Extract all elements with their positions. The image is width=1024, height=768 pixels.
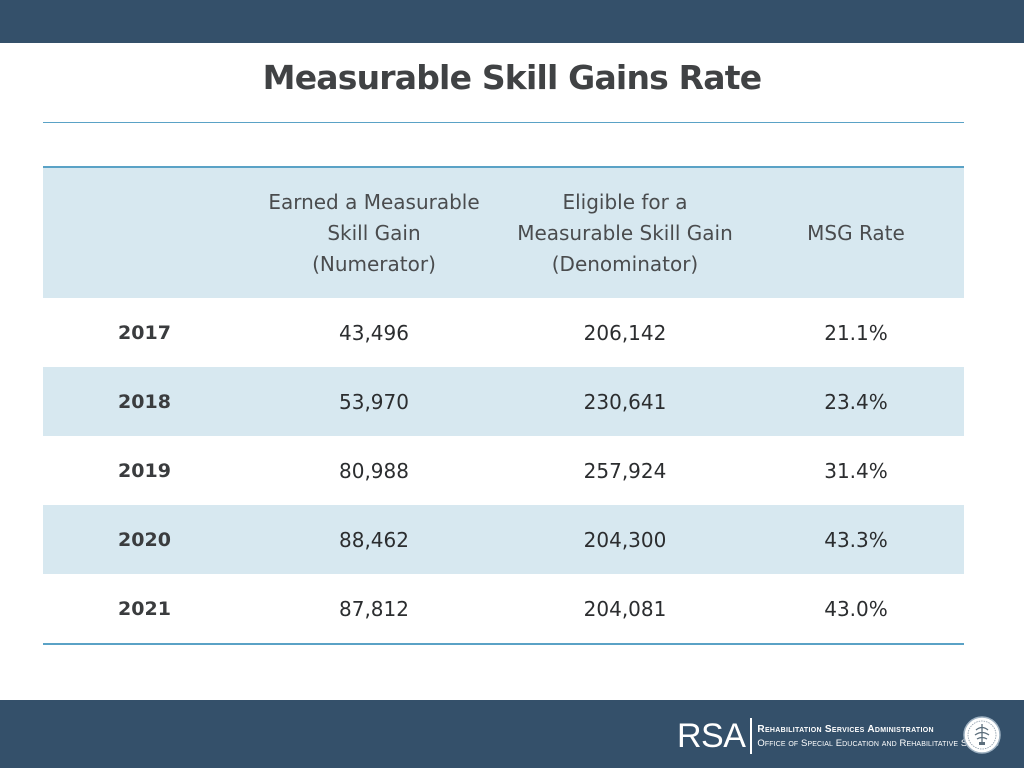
row-numerator: 87,812 bbox=[339, 596, 409, 621]
row-year: 2018 bbox=[118, 390, 171, 413]
footer-banner: RSA Rehabilitation Services Administrati… bbox=[0, 700, 1024, 768]
header-cell-rate: MSG Rate bbox=[748, 168, 964, 298]
row-rate: 21.1% bbox=[824, 320, 888, 345]
office-name: Office of Special Education and Rehabili… bbox=[757, 737, 999, 749]
table-header-row: Earned a Measurable Skill Gain (Numerato… bbox=[43, 168, 964, 298]
rsa-logo: RSA Rehabilitation Services Administrati… bbox=[677, 716, 999, 756]
table-row: 2017 43,496 206,142 21.1% bbox=[43, 298, 964, 367]
agency-name: Rehabilitation Services Administration bbox=[757, 723, 934, 735]
row-numerator: 43,496 bbox=[339, 320, 409, 345]
msg-rate-table: Earned a Measurable Skill Gain (Numerato… bbox=[43, 166, 964, 645]
table-row: 2018 53,970 230,641 23.4% bbox=[43, 367, 964, 436]
row-rate: 23.4% bbox=[824, 389, 888, 414]
row-rate: 43.3% bbox=[824, 527, 888, 552]
title-divider bbox=[43, 122, 964, 123]
row-rate: 31.4% bbox=[824, 458, 888, 483]
row-year: 2020 bbox=[118, 528, 171, 551]
top-banner bbox=[0, 0, 1024, 43]
row-rate: 43.0% bbox=[824, 596, 888, 621]
row-denominator: 204,300 bbox=[583, 527, 667, 552]
header-label-rate: MSG Rate bbox=[807, 220, 905, 245]
table-row: 2020 88,462 204,300 43.3% bbox=[43, 505, 964, 574]
row-numerator: 80,988 bbox=[339, 458, 409, 483]
row-denominator: 204,081 bbox=[583, 596, 667, 621]
table-top-divider bbox=[43, 166, 964, 168]
slide-title: Measurable Skill Gains Rate bbox=[262, 58, 762, 97]
row-year: 2019 bbox=[118, 459, 171, 482]
row-denominator: 230,641 bbox=[583, 389, 667, 414]
header-label-numerator: Earned a Measurable Skill Gain (Numerato… bbox=[268, 189, 480, 276]
table-bottom-divider bbox=[43, 643, 964, 645]
header-cell-numerator: Earned a Measurable Skill Gain (Numerato… bbox=[246, 168, 502, 298]
logo-divider bbox=[750, 718, 753, 754]
logo-text: Rehabilitation Services Administration O… bbox=[757, 723, 998, 750]
header-label-denominator: Eligible for a Measurable Skill Gain (De… bbox=[517, 189, 733, 276]
row-denominator: 206,142 bbox=[583, 320, 667, 345]
row-numerator: 88,462 bbox=[339, 527, 409, 552]
header-cell-year bbox=[43, 168, 246, 298]
header-cell-denominator: Eligible for a Measurable Skill Gain (De… bbox=[502, 168, 748, 298]
rsa-logo-mark: RSA bbox=[677, 717, 746, 755]
table-row: 2019 80,988 257,924 31.4% bbox=[43, 436, 964, 505]
row-year: 2017 bbox=[118, 321, 171, 344]
row-numerator: 53,970 bbox=[339, 389, 409, 414]
row-denominator: 257,924 bbox=[583, 458, 667, 483]
department-seal-icon bbox=[963, 716, 1001, 754]
table-row: 2021 87,812 204,081 43.0% bbox=[43, 574, 964, 643]
row-year: 2021 bbox=[118, 597, 171, 620]
